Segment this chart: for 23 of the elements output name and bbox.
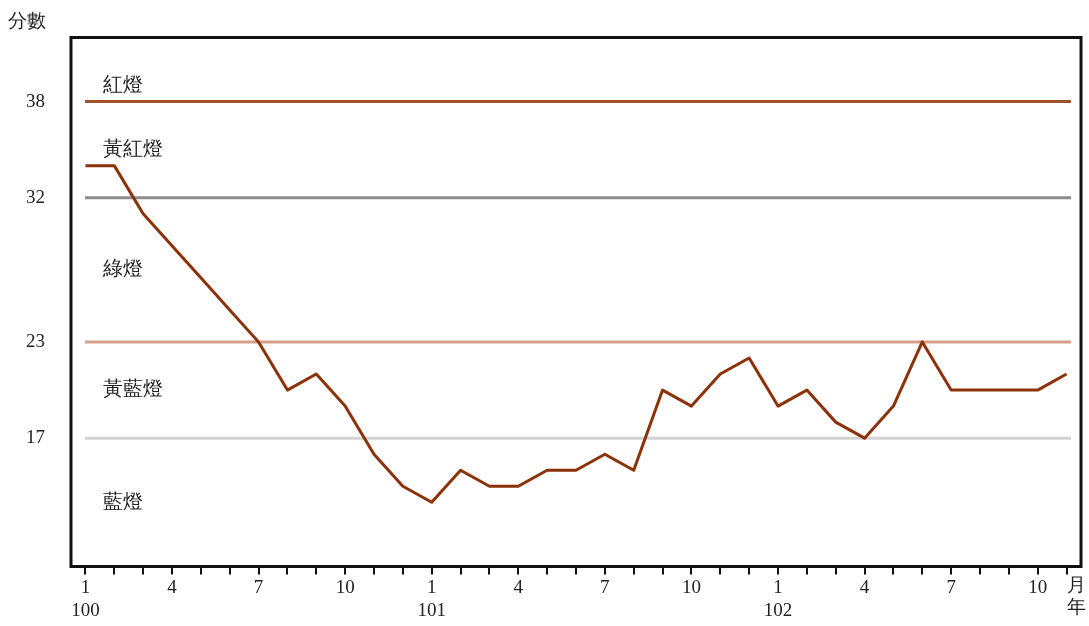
x-axis-title: 月年: [1066, 574, 1086, 618]
y-tick-label: 17: [26, 426, 45, 448]
x-tick-label: 1 100: [71, 575, 100, 620]
x-tick-label: 10: [1028, 575, 1048, 597]
y-tick-label: 23: [26, 329, 45, 351]
x-tick-label: 1 101: [417, 575, 446, 620]
x-tick-label: 10: [681, 575, 701, 597]
annotation: 黃藍燈: [103, 377, 163, 400]
x-tick-label: 7: [946, 575, 956, 597]
x-tick-label: 4: [513, 575, 524, 597]
x-tick-label: 7: [253, 575, 264, 597]
x-tick-label: 1 102: [763, 575, 793, 620]
y-tick-label: 38: [26, 89, 45, 111]
y-axis-title: 分數: [8, 9, 46, 31]
x-tick-label: 10: [335, 575, 355, 597]
x-tick-label: 7: [600, 575, 610, 597]
x-tick-label: 4: [167, 575, 178, 597]
y-tick-label: 32: [26, 185, 45, 207]
x-tick-label: 4: [859, 575, 870, 597]
annotation: 綠燈: [102, 257, 143, 280]
annotation: 黃紅燈: [103, 136, 163, 159]
annotation: 藍燈: [103, 489, 143, 512]
annotation: 紅燈: [103, 72, 143, 95]
